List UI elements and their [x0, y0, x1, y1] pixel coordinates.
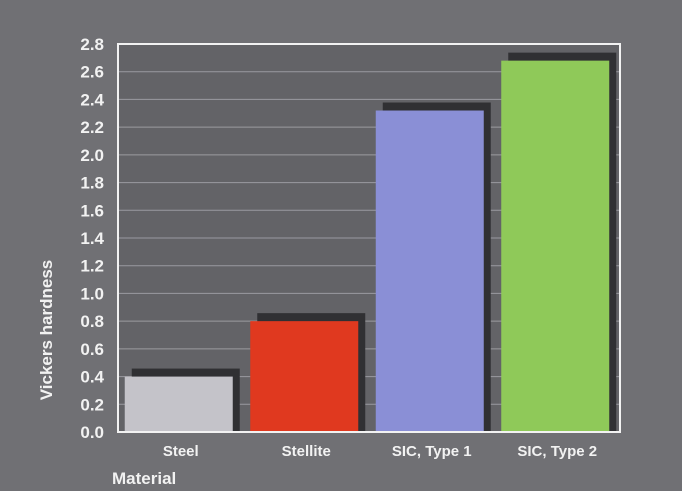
- y-tick-label: 2.4: [80, 90, 104, 109]
- x-tick-label: SIC, Type 1: [392, 443, 472, 460]
- y-tick-label: 0.6: [80, 340, 104, 359]
- x-tick-label: SIC, Type 2: [517, 443, 597, 460]
- y-tick-label: 2.8: [80, 35, 104, 54]
- y-tick-label: 1.6: [80, 201, 104, 220]
- bar: [124, 376, 233, 432]
- bar: [250, 321, 359, 432]
- y-tick-label: 0.2: [80, 395, 104, 414]
- bars: [124, 52, 617, 432]
- y-axis-label: Vickers hardness: [37, 260, 56, 401]
- y-tick-label: 1.8: [80, 174, 104, 193]
- y-tick-label: 2.2: [80, 118, 104, 137]
- x-axis-label: Material: [112, 469, 176, 488]
- y-tick-label: 2.0: [80, 146, 104, 165]
- bar: [501, 60, 610, 432]
- plot-frame: [117, 43, 621, 433]
- y-tick-label: 2.6: [80, 63, 104, 82]
- y-tick-label: 1.4: [80, 229, 104, 248]
- y-tick-label: 1.2: [80, 257, 104, 276]
- bar: [375, 110, 484, 432]
- y-axis-ticks: 0.0 0.2 0.4 0.6 0.8 1.0 1.2 1.4 1.6 1.8 2.0 2.2 2.4 2…: [80, 35, 104, 442]
- y-tick-label: 0.0: [80, 423, 104, 442]
- x-tick-label: Stellite: [282, 443, 331, 460]
- y-tick-label: 0.8: [80, 312, 104, 331]
- y-tick-label: 1.0: [80, 284, 104, 303]
- x-axis-ticks: Steel Stellite SIC, Type 1 SIC, Type 2: [163, 443, 597, 460]
- y-tick-label: 0.4: [80, 368, 104, 387]
- x-tick-label: Steel: [163, 443, 199, 460]
